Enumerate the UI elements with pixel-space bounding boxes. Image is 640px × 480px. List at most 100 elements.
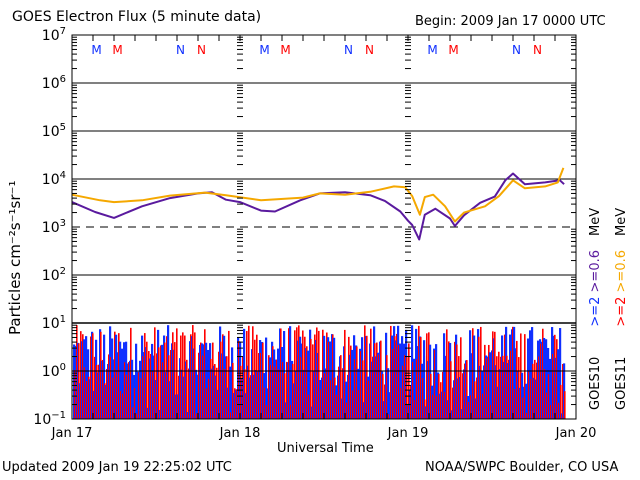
spike-bar <box>400 387 402 419</box>
spike-bar <box>352 390 354 419</box>
spike-bar <box>208 378 210 419</box>
spike-bar <box>252 326 254 419</box>
spike-bar <box>428 332 430 419</box>
spike-bar <box>324 373 326 419</box>
spike-bar <box>230 412 232 419</box>
spike-bar <box>412 361 414 419</box>
spike-bar <box>242 356 244 419</box>
spike-bar <box>88 376 90 419</box>
updated-timestamp: Updated 2009 Jan 19 22:25:02 UTC <box>2 460 232 475</box>
spike-bar <box>404 355 406 419</box>
spike-bar <box>540 343 542 419</box>
spike-bar <box>416 359 418 419</box>
spike-bar <box>388 414 390 419</box>
legend-goes11-sat: GOES11 <box>614 356 629 410</box>
spike-bar <box>284 373 286 419</box>
spike-bar <box>432 394 434 419</box>
spike-bar <box>236 389 238 419</box>
spike-bar <box>108 354 110 419</box>
spike-bar <box>456 344 458 419</box>
spike-bar <box>413 358 416 419</box>
spike-bar <box>114 331 116 419</box>
spike-bar <box>214 364 216 419</box>
spike-bar <box>402 365 404 419</box>
spike-bar <box>278 369 280 419</box>
spike-bar <box>146 341 148 419</box>
spike-bar <box>292 363 294 419</box>
spike-bar <box>435 344 438 419</box>
spike-bar <box>294 330 296 419</box>
spike-bar <box>224 368 226 419</box>
legend-goes11-ge2: >=2 <box>614 296 629 327</box>
spike-bar <box>140 378 142 419</box>
legend-goes10-sat: GOES10 <box>588 356 603 410</box>
spike-bar <box>314 334 316 419</box>
spike-bar <box>532 363 534 419</box>
spike-bar <box>158 347 160 419</box>
spike-bar <box>244 369 246 419</box>
spike-bar <box>508 359 510 419</box>
spike-bar <box>514 389 516 419</box>
spike-bar <box>338 366 340 419</box>
spike-bar <box>545 339 548 419</box>
spike-bar <box>536 362 538 419</box>
spike-bar <box>144 333 146 419</box>
spike-bar <box>248 325 250 419</box>
spike-bar <box>370 328 372 419</box>
spike-bar <box>398 344 400 419</box>
spike-bar <box>318 330 320 419</box>
spike-bar <box>382 374 384 419</box>
spike-bar <box>94 356 96 419</box>
spike-bar <box>452 387 454 419</box>
day-marker: N <box>197 43 206 57</box>
spike-bar <box>308 394 310 419</box>
spike-bar <box>196 413 198 419</box>
spike-bar <box>440 382 442 419</box>
spike-bar <box>166 336 168 419</box>
spike-bar <box>552 353 554 419</box>
plot-frame <box>71 34 577 420</box>
spike-bar <box>513 326 516 419</box>
spike-bar <box>460 337 462 419</box>
spike-bar <box>168 355 170 419</box>
spike-bar <box>103 334 106 419</box>
spike-bar <box>529 330 532 419</box>
spike-bar <box>538 356 540 419</box>
spike-bar <box>468 401 470 419</box>
spike-bar <box>414 399 416 419</box>
spike-bar <box>424 399 426 419</box>
day-marker: N <box>512 43 521 57</box>
y-tick-labels: 107 106 105 104 103 102 101 100 10−1 <box>33 26 66 428</box>
y-tick-label: 103 <box>42 218 66 236</box>
credit: NOAA/SWPC Boulder, CO USA <box>425 460 619 475</box>
spike-bar <box>180 335 182 419</box>
x-tick-label: Jan 18 <box>219 426 261 441</box>
day-marker: M <box>448 43 458 57</box>
spike-bar <box>304 336 306 419</box>
spike-bar <box>559 328 562 419</box>
spike-bar <box>184 335 186 419</box>
spike-bar <box>498 351 500 419</box>
spike-bar <box>542 328 544 419</box>
spike-bar <box>274 366 276 419</box>
spike-bar <box>346 402 348 419</box>
spike-bar <box>336 394 338 419</box>
spike-bar <box>488 344 490 419</box>
legend-goes10-ge2: >=2 <box>588 296 603 327</box>
spike-bar <box>276 359 278 419</box>
spike-bar <box>342 368 344 419</box>
spike-bar <box>489 352 492 419</box>
spike-bar <box>102 359 104 419</box>
spike-bar <box>256 334 258 419</box>
day-marker: M <box>259 43 269 57</box>
spike-bar <box>320 389 322 419</box>
spike-bar <box>210 358 212 419</box>
spike-bar <box>85 336 88 419</box>
spike-bar <box>384 384 386 419</box>
y-tick-label: 106 <box>42 74 66 92</box>
spike-bar <box>254 339 256 419</box>
spike-bar <box>116 369 118 419</box>
day-marker: M <box>112 43 122 57</box>
legend-goes11: GOES11 >=2 >=0.6 MeV <box>614 208 629 410</box>
